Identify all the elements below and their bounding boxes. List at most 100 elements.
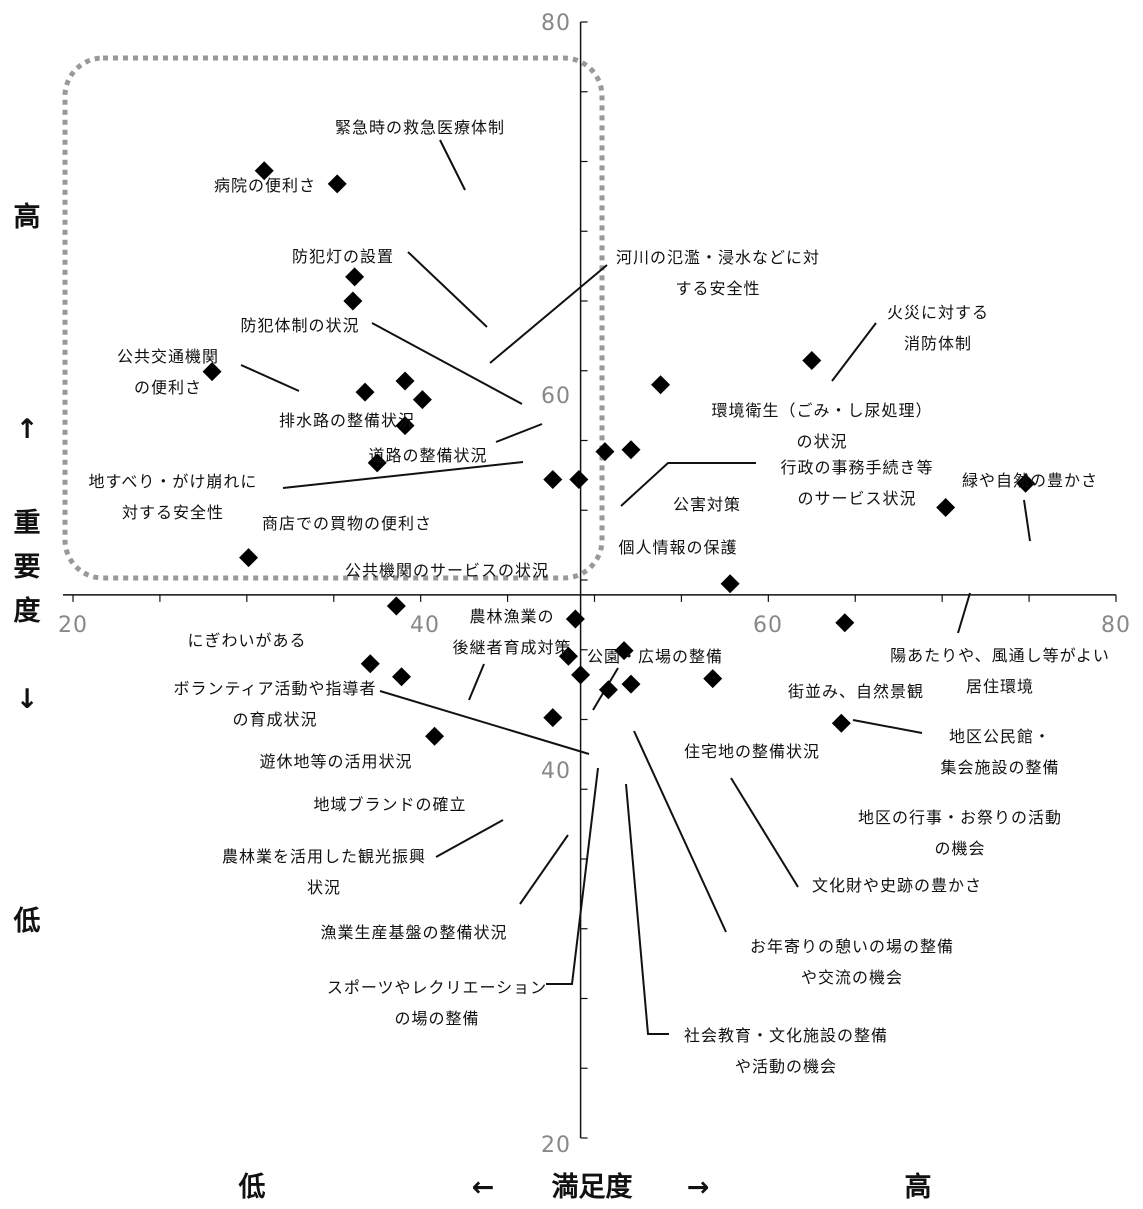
x-tick-label: 40 bbox=[410, 613, 440, 638]
leader-line bbox=[730, 777, 799, 888]
data-point-marker bbox=[802, 351, 822, 371]
data-point-marker bbox=[543, 470, 563, 490]
x-high-label: 高 bbox=[905, 1171, 932, 1203]
data-point-marker bbox=[831, 713, 851, 733]
leader-line bbox=[371, 322, 523, 405]
data-point-marker bbox=[621, 674, 641, 694]
data-point-label: 後継者育成対策 bbox=[452, 638, 571, 657]
leader-line bbox=[633, 730, 727, 933]
data-point-marker bbox=[565, 609, 585, 629]
y-label-char-1: 重 bbox=[14, 508, 41, 539]
y-down-arrow: ↓ bbox=[16, 684, 39, 715]
data-point-label: や交流の機会 bbox=[801, 968, 903, 987]
y-tick-label: 40 bbox=[541, 759, 571, 784]
data-point-marker bbox=[425, 726, 445, 746]
leader-line bbox=[831, 322, 877, 382]
data-point-marker bbox=[345, 267, 365, 287]
data-point-marker bbox=[327, 174, 347, 194]
data-point-label: 防犯灯の設置 bbox=[292, 247, 394, 266]
data-point-marker bbox=[395, 371, 415, 391]
data-point-label: 居住環境 bbox=[966, 677, 1034, 696]
y-label-char-2: 要 bbox=[14, 552, 41, 583]
data-point-marker bbox=[598, 680, 618, 700]
leader-line bbox=[546, 767, 599, 985]
data-point-label: 緊急時の救急医療体制 bbox=[335, 118, 505, 137]
data-point-marker bbox=[614, 641, 634, 661]
x-right-arrow: → bbox=[687, 1172, 710, 1203]
data-point-marker bbox=[720, 574, 740, 594]
data-point-label: 行政の事務手続き等 bbox=[780, 458, 933, 477]
data-point-label: する安全性 bbox=[675, 279, 760, 298]
y-axis-title: 高 ↑ 重 要 度 ↓ 低 bbox=[13, 201, 41, 937]
x-low-label: 低 bbox=[238, 1172, 266, 1203]
data-point-marker bbox=[386, 596, 406, 616]
leader-line bbox=[625, 783, 669, 1035]
data-point-marker bbox=[595, 442, 615, 462]
data-point-label: の育成状況 bbox=[232, 710, 317, 729]
data-point-label: 街並み、自然景観 bbox=[788, 682, 924, 701]
leader-line bbox=[282, 461, 524, 489]
leader-line bbox=[519, 834, 569, 905]
tick-labels: 20 40 60 80 20 40 60 80 bbox=[58, 11, 1130, 1158]
data-point-label: 消防体制 bbox=[904, 334, 972, 353]
leader-line bbox=[439, 139, 466, 191]
data-point-marker bbox=[355, 382, 375, 402]
leader-line bbox=[495, 423, 543, 443]
y-high-label: 高 bbox=[14, 201, 41, 233]
axes bbox=[63, 21, 1117, 1139]
x-axis-label: 満足度 bbox=[552, 1171, 633, 1203]
data-point-label: 病院の便利さ bbox=[214, 176, 316, 195]
y-tick-label: 20 bbox=[541, 1133, 571, 1158]
data-point-label: 対する安全性 bbox=[122, 503, 224, 522]
data-point-marker bbox=[703, 669, 723, 689]
data-point-marker bbox=[254, 161, 274, 181]
data-point-label: 陽あたりや、風通し等がよい bbox=[890, 646, 1110, 665]
y-tick-label: 80 bbox=[541, 11, 571, 36]
data-point-label: 商店での買物の便利さ bbox=[262, 514, 432, 533]
data-point-label: 遊休地等の活用状況 bbox=[259, 752, 412, 771]
x-tick-label: 20 bbox=[58, 613, 88, 638]
data-points bbox=[202, 161, 1036, 746]
leader-line bbox=[1023, 499, 1031, 542]
data-point-label: 防犯体制の状況 bbox=[240, 316, 359, 335]
x-tick-label: 60 bbox=[753, 613, 783, 638]
data-point-label: 農林業を活用した観光振興 bbox=[222, 847, 426, 866]
data-point-label: 緑や自然の豊かさ bbox=[962, 471, 1098, 490]
leader-line bbox=[852, 719, 923, 734]
data-point-label: 農林漁業の bbox=[469, 607, 554, 626]
data-point-label: 地域ブランドの確立 bbox=[313, 795, 466, 814]
leader-line bbox=[468, 663, 485, 701]
x-axis-title: 低 ← 満足度 → 高 bbox=[238, 1171, 932, 1203]
data-point-label: 公害対策 bbox=[673, 495, 741, 514]
data-point-marker bbox=[395, 416, 415, 436]
leader-line bbox=[620, 462, 756, 507]
data-point-marker bbox=[1016, 473, 1036, 493]
data-point-marker bbox=[936, 497, 956, 517]
data-point-marker bbox=[412, 390, 432, 410]
data-point-marker bbox=[543, 708, 563, 728]
data-point-label: にぎわいがある bbox=[187, 631, 306, 650]
data-point-label: 公共機関のサービスの状況 bbox=[345, 561, 549, 580]
data-point-label: 公共交通機関 bbox=[117, 347, 219, 366]
data-point-marker bbox=[621, 440, 641, 460]
data-point-label: スポーツやレクリエーション bbox=[327, 978, 547, 997]
data-point-label: 地すべり・がけ崩れに bbox=[89, 472, 258, 491]
data-point-label: 住宅地の整備状況 bbox=[684, 742, 820, 761]
data-point-label: 排水路の整備状況 bbox=[279, 411, 415, 430]
data-point-label: 漁業生産基盤の整備状況 bbox=[320, 923, 507, 942]
data-point-label: 状況 bbox=[307, 878, 341, 897]
data-point-marker bbox=[558, 646, 578, 666]
data-point-label: 地区の行事・お祭りの活動 bbox=[858, 808, 1062, 827]
data-point-marker bbox=[360, 654, 380, 674]
data-point-label: 河川の氾濫・浸水などに対 bbox=[616, 248, 820, 267]
y-low-label: 低 bbox=[13, 906, 41, 937]
data-point-label: 文化財や史跡の豊かさ bbox=[812, 876, 982, 895]
data-point-marker bbox=[835, 613, 855, 633]
y-up-arrow: ↑ bbox=[16, 414, 39, 445]
data-point-label: の場の整備 bbox=[394, 1009, 479, 1028]
data-point-label: の便利さ bbox=[134, 378, 202, 397]
data-point-marker bbox=[343, 291, 363, 311]
leader-line bbox=[407, 251, 488, 328]
